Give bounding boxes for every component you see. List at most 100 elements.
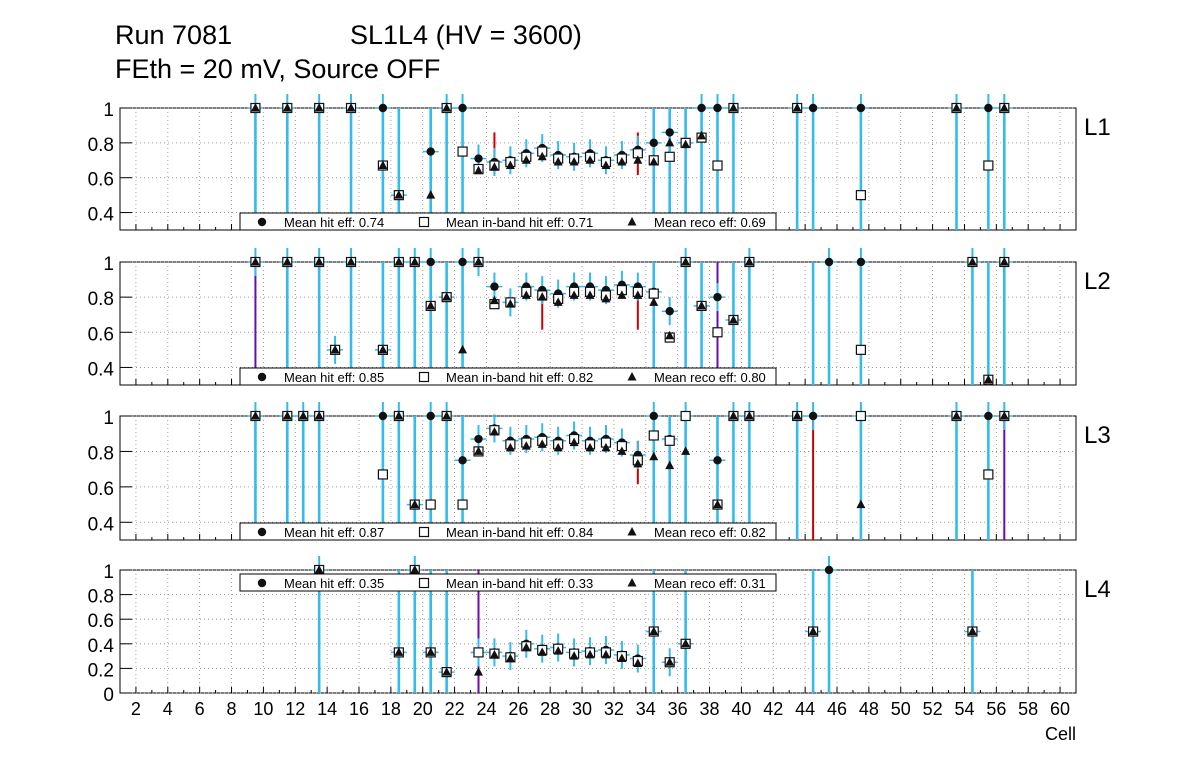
x-axis: 2 4 6 8 10 12 14 16 18 20 22 24 26 28 30 32 34 36 38 40 42 44… [131, 699, 1076, 744]
legend-box [239, 522, 777, 541]
legend-inband-marker [418, 216, 430, 228]
reco-eff-marker [681, 257, 691, 266]
reco-eff-marker [282, 257, 292, 266]
inband-eff-marker [648, 430, 659, 441]
legend-hit-marker [257, 217, 267, 227]
x-tick-label: 40 [731, 699, 751, 719]
reco-eff-marker [633, 658, 643, 667]
y-tick-label: 0.2 [88, 660, 114, 681]
reco-eff-marker [617, 290, 627, 299]
reco-eff-marker [489, 426, 499, 436]
reco-eff-marker [505, 160, 515, 170]
reco-eff-marker [569, 437, 579, 447]
inband-eff-marker [664, 435, 675, 446]
reco-eff-marker [999, 257, 1009, 266]
reco-eff-marker [617, 446, 627, 455]
x-tick-label: 12 [285, 699, 305, 719]
legend-inband-marker [418, 526, 430, 538]
hit-eff-marker [649, 411, 658, 421]
reco-eff-marker [489, 162, 499, 171]
y-tick-label: 0.8 [88, 135, 114, 156]
reco-eff-marker [298, 411, 308, 420]
hit-eff-marker [426, 147, 435, 156]
reco-eff-marker [410, 499, 420, 509]
legend: Mean hit eff: 0.74 Mean in-band hit eff: … [239, 212, 777, 231]
reco-eff-marker [505, 442, 515, 452]
reco-eff-marker [250, 411, 260, 420]
inband-eff-marker [855, 190, 867, 201]
reco-eff-marker [521, 441, 531, 450]
inband-eff-marker [377, 469, 388, 480]
hit-eff-marker [984, 411, 993, 421]
hit-eff-marker [713, 292, 722, 302]
x-tick-label: 52 [923, 699, 943, 719]
reco-eff-marker [856, 499, 866, 509]
legend-hit-label: Mean hit eff: 0.87 [284, 525, 384, 540]
legend-inband-label: Mean in-band hit eff: 0.84 [446, 525, 593, 540]
inband-eff-marker [664, 151, 675, 162]
reco-eff-marker [250, 103, 260, 112]
inband-eff-marker [680, 410, 691, 422]
legend-box [239, 367, 777, 386]
y-tick-label: 0.8 [88, 443, 114, 464]
reco-eff-marker [442, 667, 452, 676]
hit-eff-marker [649, 138, 658, 148]
inband-eff-marker [473, 647, 484, 658]
reco-eff-marker [633, 290, 643, 299]
legend-inband-label: Mean in-band hit eff: 0.71 [446, 215, 593, 230]
reco-eff-marker [633, 458, 643, 468]
reco-eff-marker [537, 439, 547, 448]
reco-eff-marker [474, 257, 483, 266]
reco-eff-marker [521, 642, 531, 651]
y-tick-label: 1 [103, 254, 114, 275]
legend-box [239, 212, 777, 231]
reco-eff-marker [649, 297, 659, 306]
inband-eff-marker [983, 469, 994, 480]
reco-eff-marker [681, 446, 691, 455]
x-tick-label: 4 [163, 699, 173, 719]
x-tick-label: 26 [508, 699, 528, 719]
reco-eff-marker [346, 103, 356, 112]
reco-eff-marker [394, 257, 404, 266]
reco-eff-marker [952, 103, 961, 112]
y-tick-label: 0.6 [88, 611, 114, 632]
x-tick-label: 20 [413, 699, 433, 719]
reco-eff-marker [601, 160, 611, 170]
x-tick-label: 28 [540, 699, 560, 719]
subtitle: FEth = 20 mV, Source OFF [115, 54, 440, 84]
hit-eff-marker [458, 257, 467, 267]
reco-eff-marker [792, 103, 802, 112]
x-tick-label: 30 [572, 699, 592, 719]
hit-eff-marker [474, 434, 483, 444]
reco-eff-marker [697, 300, 707, 310]
legend: Mean hit eff: 0.85 Mean in-band hit eff: … [239, 367, 777, 386]
x-tick-label: 2 [131, 699, 141, 719]
legend-hit-marker [257, 578, 267, 588]
panel-l2: 0.4 0.6 0.8 1 L2 Mean hit eff: 0.85 Mean in-ba… [88, 248, 1111, 386]
reco-eff-marker [474, 165, 483, 175]
run-title: Run 7081 [115, 20, 232, 50]
legend-reco-marker [627, 527, 637, 536]
reco-eff-marker [426, 647, 436, 656]
reco-eff-marker [792, 411, 802, 420]
panel-label: L3 [1084, 422, 1111, 449]
legend-reco-marker [627, 217, 637, 226]
reco-eff-marker [585, 649, 595, 659]
y-tick-label: 0.4 [88, 359, 115, 380]
x-tick-label: 46 [827, 699, 847, 719]
hit-eff-marker [824, 565, 834, 575]
inband-eff-marker [855, 410, 867, 422]
reco-eff-marker [314, 411, 324, 420]
reco-eff-marker [330, 344, 340, 354]
x-tick-label: 24 [476, 699, 496, 719]
legend-reco-label: Mean reco eff: 0.69 [654, 215, 766, 230]
hit-eff-marker [665, 128, 674, 137]
panel-frame [119, 107, 1077, 231]
inband-eff-marker [457, 146, 468, 157]
reco-eff-marker [314, 103, 324, 112]
reco-eff-marker [394, 647, 404, 656]
reco-eff-marker [314, 565, 324, 574]
hit-eff-marker [808, 411, 818, 421]
reco-eff-marker [585, 442, 595, 452]
x-tick-label: 18 [381, 699, 401, 719]
